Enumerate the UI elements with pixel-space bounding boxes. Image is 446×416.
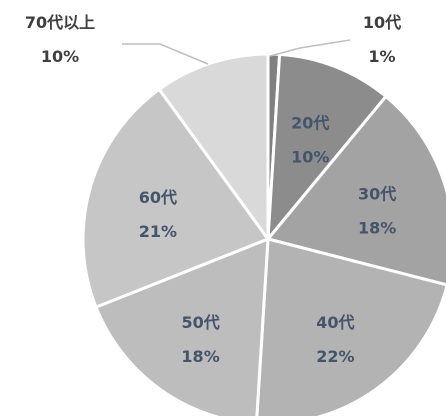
slice-percent-label: 10% [291,147,329,166]
slice-label-6: 60代 21% [139,188,177,241]
pie-slice-7 [157,52,270,241]
slice-category-label: 60代 [139,188,177,207]
slice-percent-label: 18% [181,347,219,366]
slice-label-4: 40代 22% [316,313,354,366]
slice-category-label: 50代 [181,313,219,332]
slice-category-label: 30代 [358,185,396,204]
slice-percent-label: 18% [358,219,396,238]
slice-label-7: 70代以上 10% [25,13,95,66]
pie-slice-5 [94,237,270,416]
slice-category-label: 40代 [316,313,354,332]
pie-slice-3 [266,94,446,287]
slice-percent-label: 21% [139,222,177,241]
slice-label-3: 30代 18% [358,185,396,238]
pie-slice-2 [266,52,388,241]
pie-slice-6 [81,87,270,309]
leader-line-1 [269,39,351,57]
slice-percent-label: 10% [41,47,79,66]
slice-label-2: 20代 10% [291,113,329,166]
pie-slices [81,52,446,416]
leader-line-7 [122,43,209,65]
slice-label-1: 10代 1% [363,13,401,66]
slice-category-label: 20代 [291,113,329,132]
slice-category-label: 70代以上 [25,13,95,32]
slice-category-label: 10代 [363,13,401,32]
slice-labels: 10代 1% 20代 10% 30代 18% 40代 22% 50代 18% 60代 21% 70代以上… [25,13,401,366]
slice-percent-label: 22% [316,347,354,366]
slice-label-5: 50代 18% [181,313,219,366]
pie-slice-4 [255,237,446,416]
leader-lines [122,39,351,65]
slice-percent-label: 1% [368,47,395,66]
